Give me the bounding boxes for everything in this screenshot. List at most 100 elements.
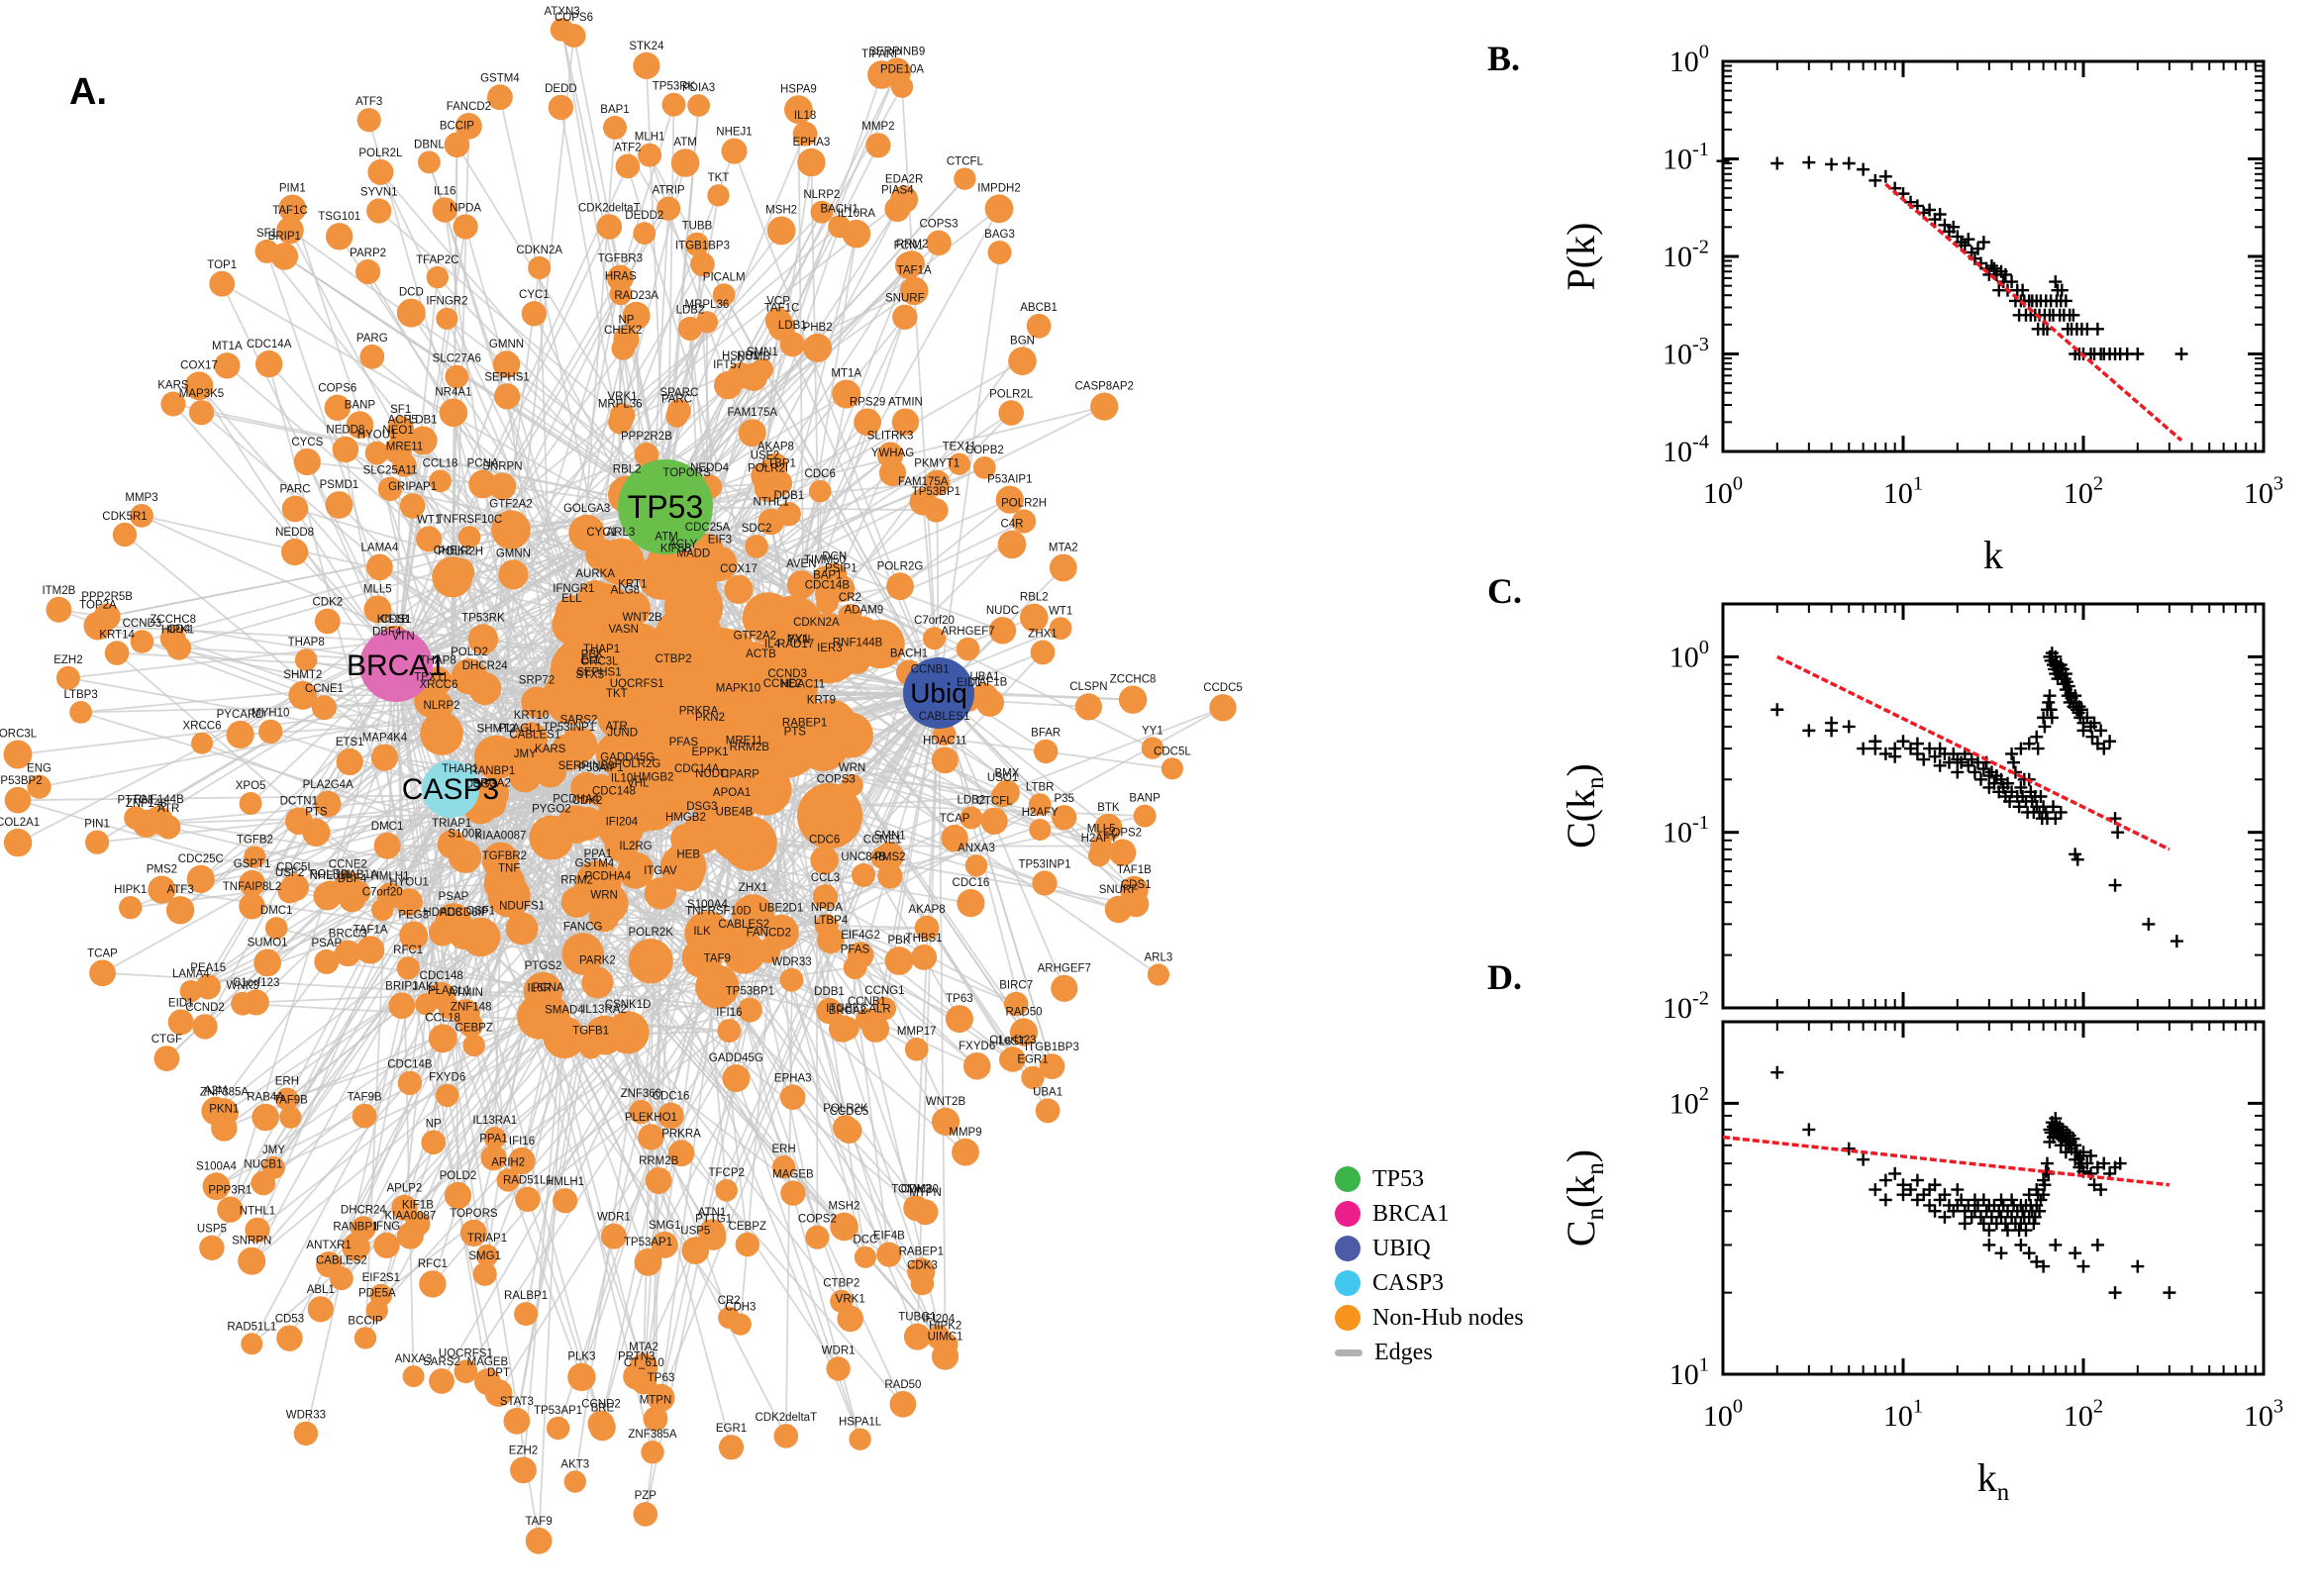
data-point (1842, 156, 1856, 170)
network-edge (577, 744, 940, 1338)
network-node (651, 1231, 678, 1258)
network-node (148, 875, 176, 904)
legend-item: CASP3 (1335, 1270, 1524, 1296)
tick-label: 10-3 (1663, 334, 1709, 371)
network-node (941, 824, 968, 852)
legend-node-swatch (1335, 1270, 1361, 1296)
network-legend: TP53 BRCA1 UBIQ CASP3 Non-Hub nodes Edges (1335, 1166, 1524, 1365)
network-edge (190, 845, 388, 992)
axis-label: C(kn​) (1559, 763, 1609, 848)
data-point (1802, 155, 1816, 169)
network-node (995, 485, 1024, 514)
network-edge (395, 664, 486, 1275)
network-edge (874, 692, 940, 1030)
tick-label: 10-1 (1663, 812, 1709, 849)
network-edge (305, 788, 452, 1435)
panel-b-label: B. (1487, 39, 1521, 78)
network-node (962, 1052, 991, 1080)
data-point (2069, 1247, 2082, 1260)
legend-item: Non-Hub nodes (1335, 1305, 1524, 1331)
network-edge (527, 1111, 642, 1201)
network-node (3, 740, 33, 769)
network-node (420, 712, 463, 755)
data-point (2030, 730, 2044, 744)
network-node (294, 648, 318, 671)
network-edge (401, 895, 510, 1007)
data-point (2014, 1238, 2028, 1251)
tick-label: 103 (2244, 473, 2283, 511)
network-edge (468, 226, 841, 539)
legend-item-label: TP53 (1372, 1166, 1425, 1192)
network-edge (395, 226, 611, 666)
panel-D-plot: 102 101 100 101 102 103 kn​ Cn​(kn​) (1559, 1020, 2283, 1506)
legend-node-swatch (1335, 1236, 1361, 1261)
network-node (891, 408, 920, 436)
network-edge (470, 985, 718, 1027)
data-point (1982, 1238, 1996, 1251)
network-edge (336, 407, 443, 996)
network-node (493, 383, 521, 410)
network-edge (635, 692, 940, 1377)
data-point (2007, 755, 2021, 769)
tick-label: 10-4 (1663, 432, 1709, 469)
network-edge (685, 262, 913, 493)
tick-label: 100 (1703, 473, 1743, 511)
data-point (2042, 695, 2056, 709)
data-point (2174, 348, 2188, 360)
network-node (363, 595, 392, 624)
data-point (1857, 162, 1870, 176)
data-point (2131, 348, 2145, 360)
network-node (836, 1117, 862, 1144)
network-node (773, 1424, 799, 1448)
data-point (1976, 236, 1990, 249)
tick-label: 100 (1669, 637, 1709, 674)
network-edge (262, 832, 703, 1184)
data-point (1770, 703, 1784, 717)
data-point (1910, 1173, 1924, 1187)
data-point (1888, 1166, 1902, 1180)
network-node (352, 1103, 377, 1129)
axis-label: kn​ (1977, 1455, 2010, 1506)
network-edge (326, 537, 470, 897)
network-node (408, 426, 438, 455)
network-node (826, 1356, 851, 1381)
tick-label: 102 (2064, 1396, 2103, 1434)
network-edge (938, 692, 1109, 829)
legend-item: TP53 (1335, 1166, 1524, 1192)
data-point (2103, 735, 2117, 748)
network-edge (938, 692, 1054, 1067)
axis-label: Cn​(kn​) (1559, 1149, 1609, 1247)
network-node (778, 738, 811, 770)
data-point (1888, 749, 1902, 763)
data-point (1868, 1183, 1882, 1197)
data-point (1896, 735, 1910, 748)
data-point (1994, 1247, 2008, 1260)
network-edge (207, 799, 740, 988)
network-edge (712, 692, 940, 1239)
tick-label: 101 (1883, 473, 1923, 511)
axis-label: P(k) (1559, 223, 1603, 291)
network-edge (464, 986, 719, 1372)
network-node (487, 84, 513, 111)
legend-item: BRCA1 (1335, 1201, 1524, 1227)
network-edge (67, 614, 626, 679)
network-node (892, 304, 918, 330)
network-edge (613, 692, 940, 1238)
data-point (1770, 156, 1784, 170)
network-edge (938, 692, 1100, 856)
data-point (1968, 1204, 1981, 1218)
legend-item: UBIQ (1335, 1236, 1524, 1261)
network-node (429, 469, 452, 493)
tick-label: 102 (2064, 473, 2103, 511)
network-node (366, 553, 393, 581)
network-edge (204, 664, 397, 1028)
network-edge (490, 36, 575, 805)
network-edge (563, 1037, 650, 1263)
legend-node-swatch (1335, 1201, 1361, 1227)
network-edge (728, 1030, 904, 1405)
fit-line (1884, 182, 2183, 443)
network-node (451, 658, 488, 695)
network-node (960, 806, 983, 830)
